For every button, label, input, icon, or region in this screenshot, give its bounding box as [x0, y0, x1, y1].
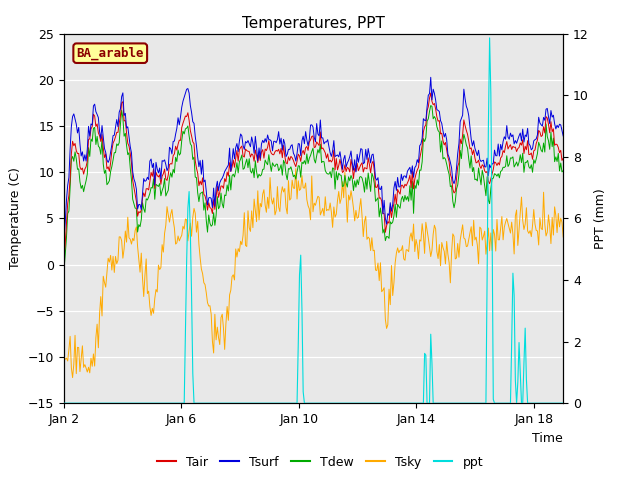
Legend: Tair, Tsurf, Tdew, Tsky, ppt: Tair, Tsurf, Tdew, Tsky, ppt	[152, 451, 488, 474]
Y-axis label: Temperature (C): Temperature (C)	[10, 168, 22, 269]
Text: Time: Time	[532, 432, 563, 445]
Title: Temperatures, PPT: Temperatures, PPT	[242, 16, 385, 31]
Y-axis label: PPT (mm): PPT (mm)	[595, 188, 607, 249]
Text: BA_arable: BA_arable	[77, 47, 144, 60]
